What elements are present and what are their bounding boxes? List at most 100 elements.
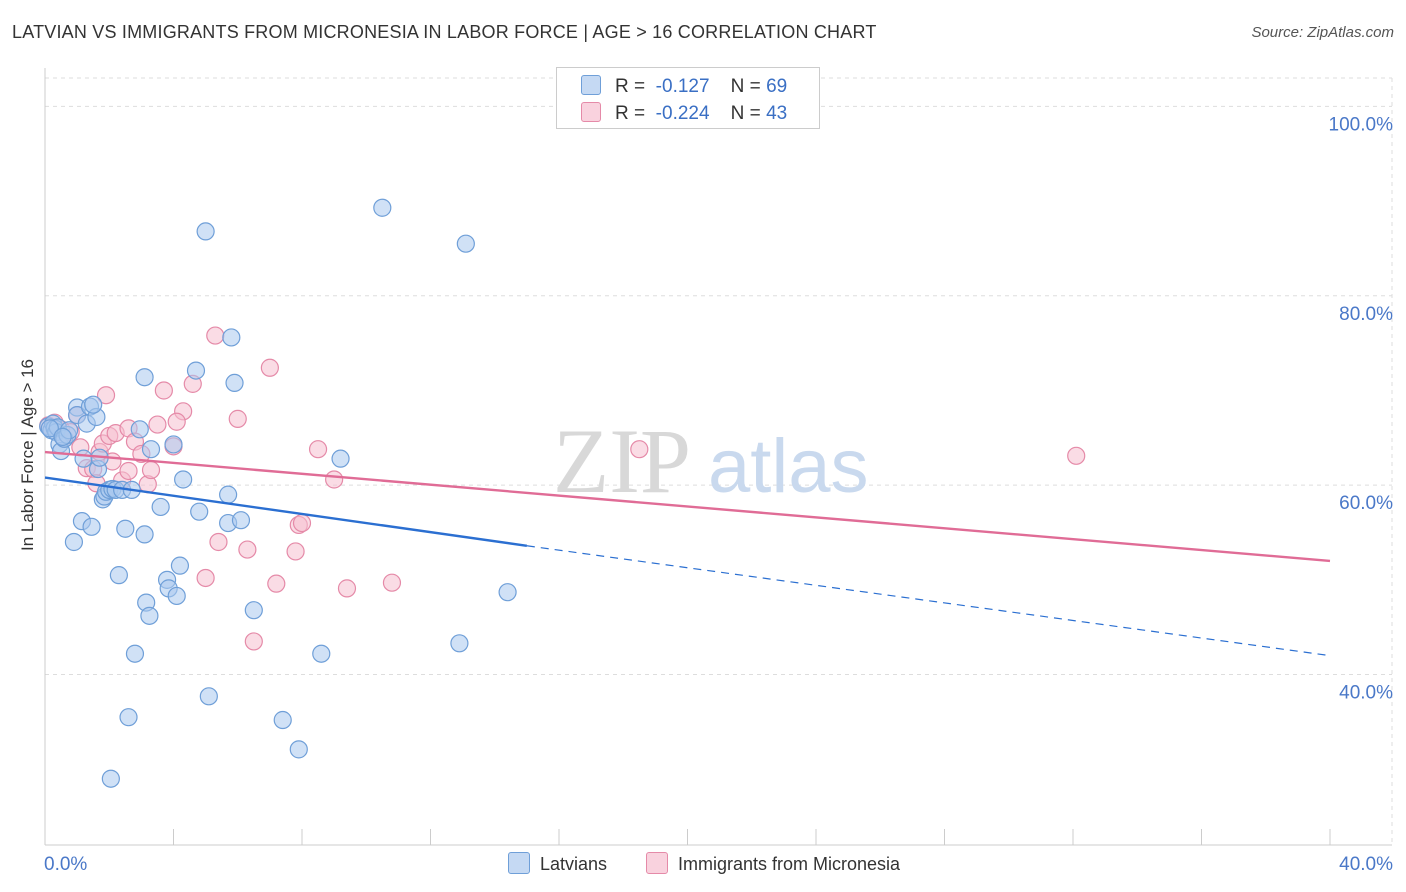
latvians-trend-line <box>44 476 528 547</box>
n-label: N = <box>730 103 761 124</box>
latvians-point <box>116 519 135 538</box>
y-tick-label: 80.0% <box>1339 304 1393 325</box>
latvians-legend-swatch <box>508 852 530 874</box>
micronesia-point <box>206 326 225 345</box>
latvians-point <box>74 449 93 468</box>
micronesia-legend-swatch <box>646 852 668 874</box>
latvians-point <box>151 497 170 517</box>
r-label: R = <box>615 76 646 97</box>
latvians-swatch <box>581 75 601 95</box>
micronesia-point <box>292 513 312 533</box>
r-label: R = <box>615 103 646 124</box>
legend-row-latvians: R = -0.127 N = 69 <box>581 75 787 99</box>
r-value: -0.127 <box>655 76 710 97</box>
x-tick-label: 40.0% <box>1339 854 1393 875</box>
latvians-point <box>140 606 159 625</box>
micronesia-point <box>260 358 279 377</box>
latvians-point <box>130 420 149 439</box>
latvians-point <box>167 586 186 606</box>
latvians-point <box>135 368 154 387</box>
micronesia-swatch <box>581 102 601 122</box>
micronesia-trend-line <box>44 450 1331 563</box>
latvians-point <box>186 361 206 380</box>
r-value: -0.224 <box>655 103 710 124</box>
legend-item-micronesia: Immigrants from Micronesia <box>646 852 900 875</box>
latvians-point <box>82 517 101 536</box>
axes <box>44 68 1392 846</box>
micronesia-point <box>96 386 116 405</box>
micronesia-point <box>382 573 402 592</box>
x-tick-label: 0.0% <box>44 854 87 875</box>
tick-labels: 40.0% 60.0% 80.0% 100.0% 0.0% 40.0% <box>44 114 1393 875</box>
latvians-point <box>125 644 145 663</box>
micronesia-point <box>286 542 305 561</box>
latvians-point <box>84 395 103 414</box>
latvians-point <box>222 328 241 347</box>
latvians-point <box>174 470 193 489</box>
latvians-points <box>39 198 517 788</box>
legend-label: Latvians <box>540 854 608 874</box>
latvians-point <box>225 373 244 393</box>
latvians-point <box>450 634 469 653</box>
watermark: ZIP atlas <box>553 410 869 512</box>
latvians-point <box>219 485 238 504</box>
micronesia-point <box>119 461 138 481</box>
micronesia-point <box>325 470 344 489</box>
latvians-trend-extension <box>526 545 1331 657</box>
micronesia-point <box>238 540 257 559</box>
micronesia-point <box>337 579 357 598</box>
latvians-point <box>273 710 292 730</box>
micronesia-point <box>141 460 161 480</box>
latvians-point <box>199 687 218 706</box>
latvians-point <box>119 708 138 727</box>
micronesia-point <box>154 381 173 400</box>
latvians-point <box>170 556 190 575</box>
latvians-point <box>456 234 475 253</box>
source-credit: Source: ZipAtlas.com <box>1251 24 1394 41</box>
latvians-point <box>196 222 215 241</box>
legend-label: Immigrants from Micronesia <box>678 854 901 874</box>
y-axis-title: In Labor Force | Age > 16 <box>18 358 37 552</box>
latvians-point <box>64 532 84 552</box>
watermark-atlas: atlas <box>708 424 869 509</box>
watermark-zip: ZIP <box>553 410 691 512</box>
latvians-point <box>312 644 331 663</box>
micronesia-point <box>209 532 228 552</box>
latvians-point <box>101 769 120 788</box>
micronesia-point <box>267 574 286 593</box>
latvians-point <box>109 566 128 585</box>
series-legend: Latvians Immigrants from Micronesia <box>0 852 1406 878</box>
latvians-point <box>53 427 72 446</box>
n-value: 43 <box>766 103 788 124</box>
latvians-point <box>289 740 308 759</box>
micronesia-point <box>148 415 167 434</box>
micronesia-point <box>244 632 263 651</box>
latvians-point <box>141 440 161 459</box>
n-label: N = <box>730 76 761 97</box>
latvians-point <box>231 511 251 530</box>
y-tick-label: 100.0% <box>1329 114 1394 135</box>
latvians-point <box>135 525 154 544</box>
latvians-point <box>190 502 209 521</box>
latvians-point <box>40 419 59 438</box>
legend-item-latvians: Latvians <box>508 852 607 875</box>
micronesia-point <box>308 440 328 459</box>
micronesia-point <box>1067 446 1086 465</box>
y-tick-label: 60.0% <box>1339 493 1393 514</box>
trend-lines <box>44 450 1331 657</box>
latvians-point <box>164 435 183 454</box>
micronesia-point <box>228 409 247 428</box>
latvians-point <box>498 583 517 602</box>
latvians-point <box>331 449 350 468</box>
chart-title: LATVIAN VS IMMIGRANTS FROM MICRONESIA IN… <box>12 22 877 42</box>
micronesia-point <box>630 440 649 459</box>
n-value: 69 <box>766 76 788 97</box>
y-tick-label: 40.0% <box>1339 683 1393 704</box>
legend-row-micronesia: R = -0.224 N = 43 <box>581 102 787 126</box>
micronesia-point <box>196 568 215 588</box>
latvians-point <box>244 601 263 620</box>
micronesia-point <box>167 412 186 431</box>
latvians-point <box>373 198 392 217</box>
correlation-legend: R = -0.127 N = 69 R = -0.224 N = 43 <box>556 67 820 129</box>
